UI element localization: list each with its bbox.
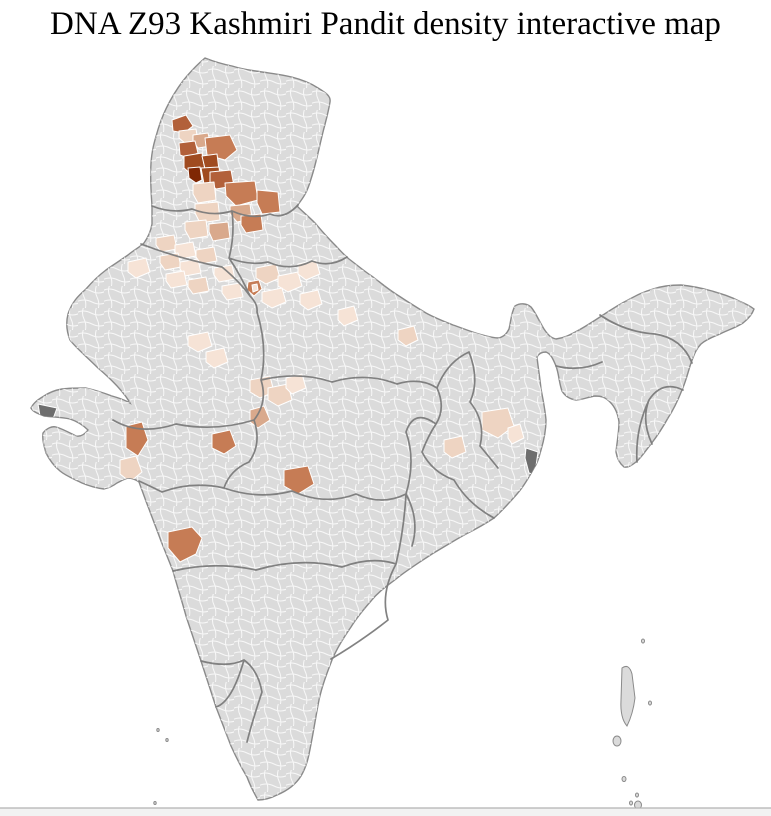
district-mp-east[interactable]	[283, 465, 315, 495]
nicobar-islet-1[interactable]	[635, 792, 639, 798]
andaman-islet-1[interactable]	[641, 638, 645, 644]
district-bundelkhand-3[interactable]	[285, 373, 307, 395]
district-kashmir-core-darkest[interactable]	[187, 166, 203, 184]
horizontal-scrollbar[interactable]	[0, 807, 771, 816]
district-punjab-5[interactable]	[195, 246, 218, 265]
district-kishtwar[interactable]	[224, 180, 259, 207]
district-hp-west[interactable]	[240, 213, 264, 234]
district-punjab-2[interactable]	[174, 241, 197, 260]
district-wb-2[interactable]	[443, 435, 467, 459]
district-gujarat-2[interactable]	[119, 455, 143, 483]
page-title: DNA Z93 Kashmiri Pandit density interact…	[50, 6, 721, 42]
district-mumbai[interactable]	[143, 551, 153, 568]
andaman-main-island[interactable]	[620, 666, 636, 727]
district-punjab-4[interactable]	[179, 258, 202, 277]
district-punjab-3[interactable]	[159, 252, 182, 271]
district-up-4[interactable]	[261, 287, 287, 309]
andaman-islet-3[interactable]	[612, 735, 622, 747]
district-kashmir-ne[interactable]	[204, 134, 238, 161]
lakshadweep-islet-3[interactable]	[153, 801, 157, 805]
district-punjab-1[interactable]	[155, 234, 178, 253]
district-chamba[interactable]	[256, 189, 281, 215]
district-jammu-1[interactable]	[192, 181, 217, 204]
andaman-islet-4[interactable]	[621, 776, 627, 782]
district-pune[interactable]	[167, 526, 203, 563]
island-chains	[153, 638, 652, 810]
nicobar-islet-3[interactable]	[629, 800, 633, 806]
district-mp-central[interactable]	[211, 429, 237, 455]
district-delhi-inner[interactable]	[251, 283, 259, 293]
district-rajasthan-e1[interactable]	[187, 331, 213, 353]
district-punjab-6[interactable]	[165, 270, 188, 289]
district-gujarat-1[interactable]	[125, 421, 149, 457]
district-rajasthan-n[interactable]	[127, 257, 151, 279]
district-up-5[interactable]	[299, 289, 323, 311]
district-haryana-2[interactable]	[221, 282, 244, 301]
andaman-islet-2[interactable]	[648, 700, 652, 706]
district-bundelkhand-2[interactable]	[267, 383, 293, 407]
lakshadweep-islet-2[interactable]	[165, 738, 169, 742]
district-wb-3[interactable]	[507, 423, 525, 445]
district-bihar[interactable]	[397, 325, 419, 347]
state-boundaries	[112, 204, 693, 743]
district-rajasthan-e2[interactable]	[205, 347, 229, 369]
district-up-2[interactable]	[277, 271, 303, 293]
scrollbar-track[interactable]	[0, 808, 771, 816]
district-up-6[interactable]	[337, 305, 359, 327]
district-jammu-4[interactable]	[208, 221, 231, 242]
district-punjab-7[interactable]	[187, 276, 210, 295]
district-jammu-3[interactable]	[184, 219, 209, 240]
lakshadweep-islet-1[interactable]	[156, 728, 160, 732]
district-haryana-1[interactable]	[213, 264, 236, 283]
